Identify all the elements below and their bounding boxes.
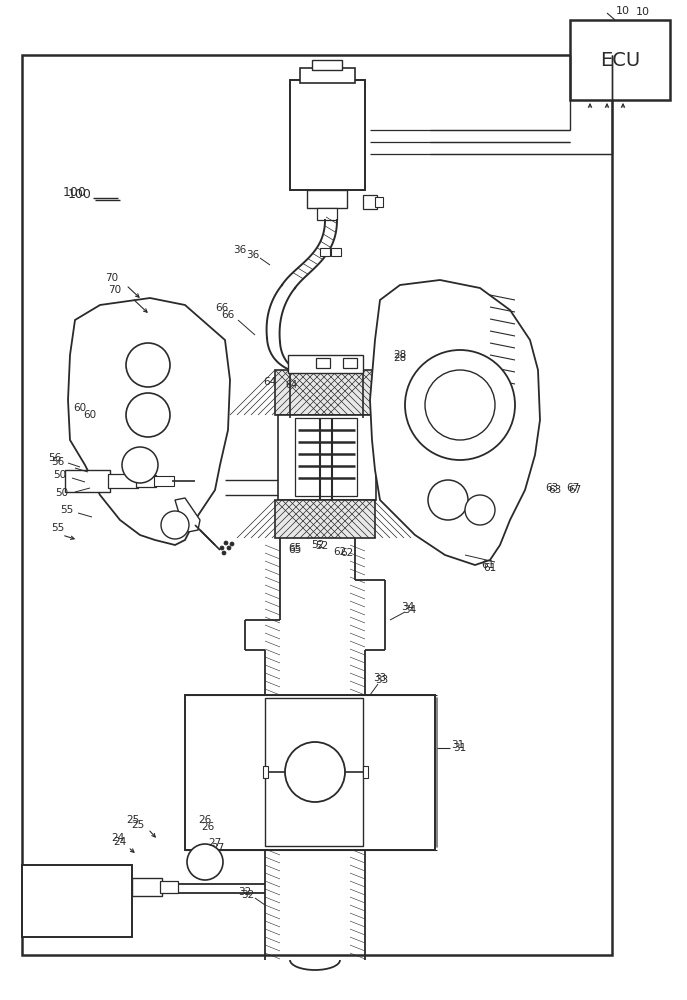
Text: ECU: ECU <box>600 50 640 70</box>
Text: 10: 10 <box>636 7 650 17</box>
Circle shape <box>425 370 495 440</box>
Text: 28: 28 <box>394 353 407 363</box>
Bar <box>317 208 337 220</box>
Text: 67: 67 <box>566 483 580 493</box>
Circle shape <box>230 542 234 546</box>
Circle shape <box>222 551 226 555</box>
Bar <box>300 68 355 83</box>
Bar <box>65 470 110 492</box>
Bar <box>136 475 156 487</box>
Bar <box>312 60 342 70</box>
Bar <box>108 474 138 488</box>
Text: 27: 27 <box>208 838 222 848</box>
Bar <box>375 197 383 207</box>
Text: 70: 70 <box>105 273 119 283</box>
Circle shape <box>161 511 189 539</box>
Text: 66: 66 <box>221 310 235 320</box>
Text: 61: 61 <box>482 560 495 570</box>
Polygon shape <box>370 280 540 565</box>
Text: 32: 32 <box>238 887 251 897</box>
Polygon shape <box>175 498 200 532</box>
Text: 56: 56 <box>48 453 62 463</box>
Text: 50: 50 <box>56 488 69 498</box>
Text: 65: 65 <box>289 545 302 555</box>
Circle shape <box>122 447 158 483</box>
Text: 52: 52 <box>315 541 328 551</box>
Bar <box>22 55 612 955</box>
Text: 56: 56 <box>52 457 65 467</box>
Bar <box>160 881 178 893</box>
Bar <box>275 370 375 415</box>
Circle shape <box>224 541 228 545</box>
Text: 60: 60 <box>74 403 87 413</box>
Text: 36: 36 <box>247 250 260 260</box>
Bar <box>331 248 341 256</box>
Text: 55: 55 <box>60 505 74 515</box>
Circle shape <box>465 495 495 525</box>
Text: 100: 100 <box>63 186 87 200</box>
Circle shape <box>126 393 170 437</box>
Text: 62: 62 <box>340 548 354 558</box>
Circle shape <box>428 480 468 520</box>
Text: 27: 27 <box>212 843 225 853</box>
Text: 25: 25 <box>126 815 139 825</box>
Text: 32: 32 <box>241 890 255 900</box>
Bar <box>288 355 363 373</box>
Text: 31: 31 <box>453 743 466 753</box>
Text: 26: 26 <box>201 822 214 832</box>
Circle shape <box>227 546 231 550</box>
Circle shape <box>405 350 515 460</box>
Bar <box>390 368 402 380</box>
Bar <box>278 415 376 500</box>
Circle shape <box>220 546 224 550</box>
Polygon shape <box>68 298 230 545</box>
Bar <box>132 878 162 896</box>
Bar <box>316 358 330 368</box>
Text: 55: 55 <box>52 523 65 533</box>
Bar <box>185 695 435 850</box>
Circle shape <box>126 343 170 387</box>
Circle shape <box>187 844 223 880</box>
Text: 33: 33 <box>375 675 389 685</box>
Bar <box>290 80 365 190</box>
Text: 65: 65 <box>289 543 302 553</box>
Text: 52: 52 <box>311 540 325 550</box>
Text: 34: 34 <box>401 602 415 612</box>
Text: 64: 64 <box>263 377 277 387</box>
Text: 28: 28 <box>394 350 407 360</box>
Bar <box>307 190 347 208</box>
Text: 63: 63 <box>545 483 559 493</box>
Text: 31: 31 <box>451 740 464 750</box>
Text: 61: 61 <box>484 563 497 573</box>
Text: 26: 26 <box>199 815 212 825</box>
Text: 10: 10 <box>616 6 630 16</box>
Bar <box>363 195 377 209</box>
Bar <box>275 500 375 538</box>
Text: 50: 50 <box>54 470 67 480</box>
Bar <box>320 248 330 256</box>
Text: 24: 24 <box>113 837 126 847</box>
Bar <box>22 865 132 937</box>
Text: 64: 64 <box>286 380 298 390</box>
Bar <box>363 766 368 778</box>
Text: 33: 33 <box>373 673 387 683</box>
Text: 25: 25 <box>131 820 145 830</box>
Text: 34: 34 <box>403 605 416 615</box>
Bar <box>154 476 174 486</box>
Text: 63: 63 <box>548 485 562 495</box>
Text: 100: 100 <box>68 188 92 202</box>
Text: 62: 62 <box>333 547 347 557</box>
Text: 60: 60 <box>83 410 97 420</box>
Text: 24: 24 <box>111 833 124 843</box>
Text: 70: 70 <box>109 285 122 295</box>
Bar <box>343 358 357 368</box>
Text: 36: 36 <box>234 245 247 255</box>
Text: 67: 67 <box>568 485 582 495</box>
Bar <box>265 698 363 846</box>
Bar <box>295 418 357 496</box>
Text: 66: 66 <box>216 303 229 313</box>
Bar <box>263 766 268 778</box>
Circle shape <box>285 742 345 802</box>
Bar <box>570 20 670 100</box>
